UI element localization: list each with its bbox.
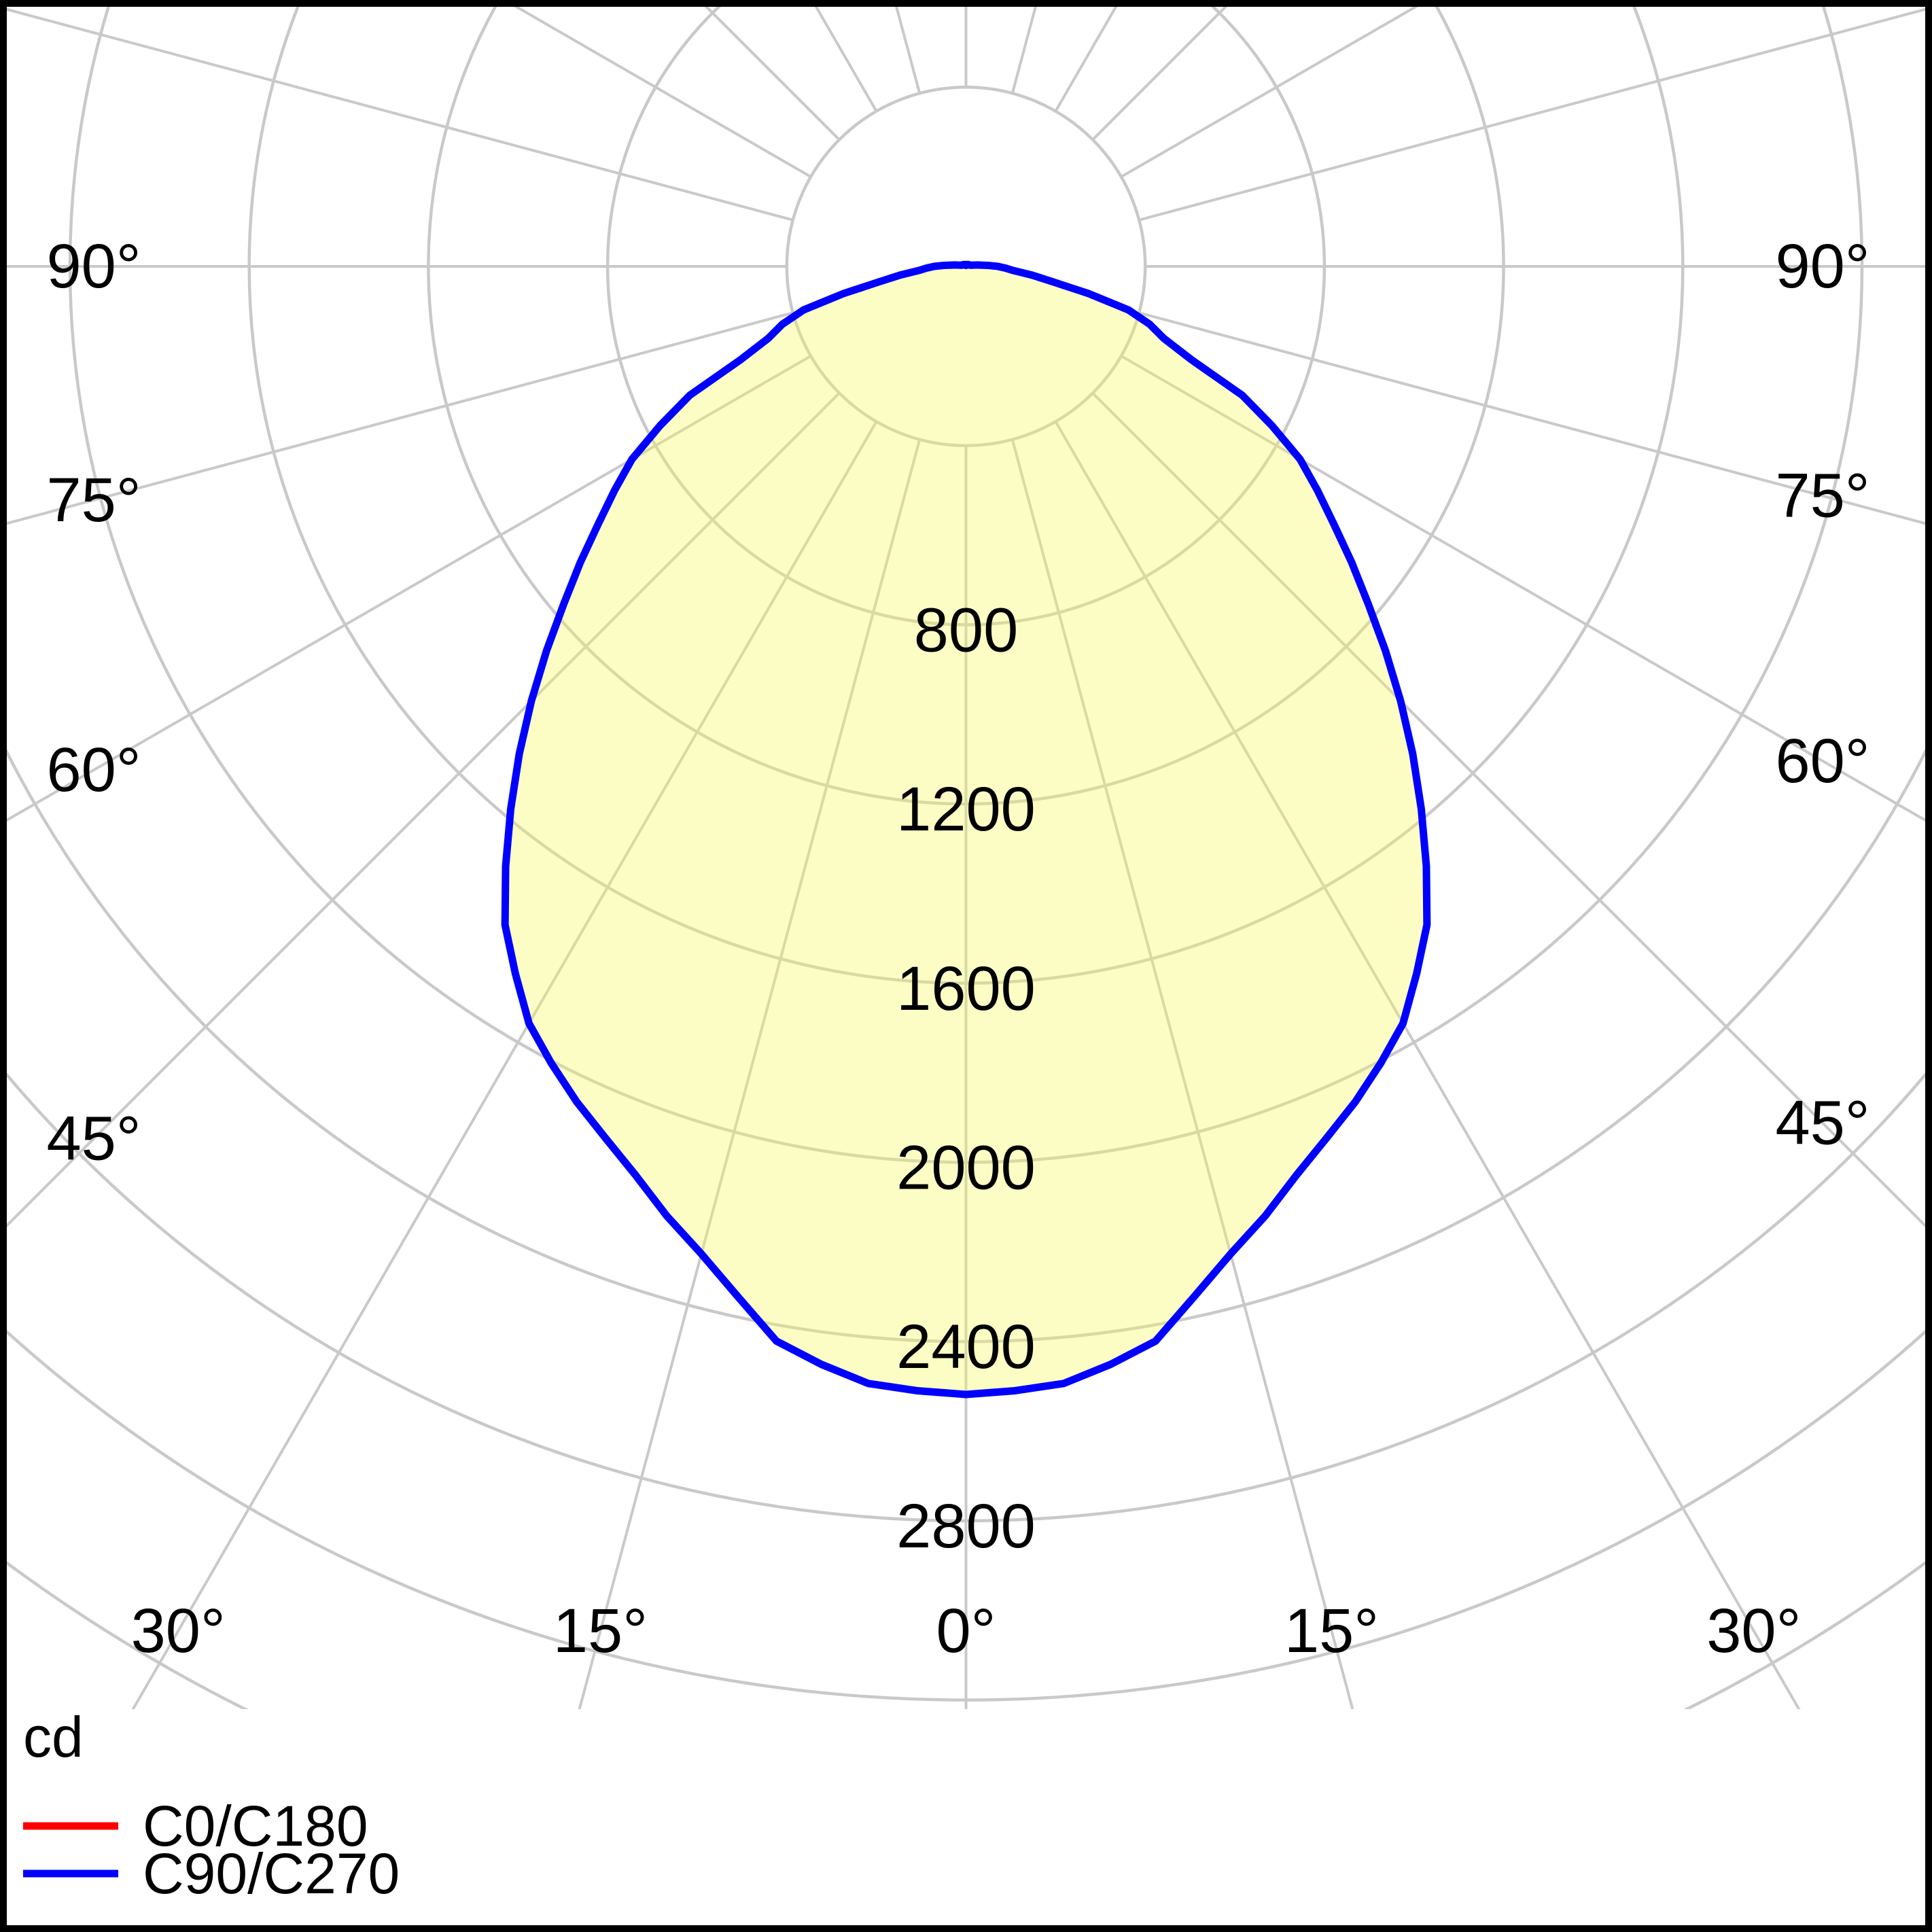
grid-ray-30 [1054,421,1801,1709]
grid-ray-285 [5,311,794,525]
ring-label-2400: 2400 [896,1312,1036,1382]
curve-c90-c270 [501,260,1431,1399]
grid-ray-315 [5,392,841,1229]
grid-ray-255 [5,7,794,222]
grid-ray-75 [1138,311,1927,525]
angle-label-30: 30° [131,1596,226,1666]
grid-ray-120 [1120,5,1421,178]
angle-label-30: 30° [1706,1596,1801,1666]
grid-ray-105 [1138,7,1927,222]
angle-label-0: 0° [936,1596,996,1666]
angle-label-60: 60° [46,735,141,805]
grid-ray-45 [1091,392,1927,1229]
angle-label-75: 75° [46,466,141,535]
grid-ray-165 [1011,5,1038,94]
angle-label-90: 90° [46,232,141,301]
ring-label-1600: 1600 [896,954,1036,1023]
ring-label-2800: 2800 [896,1492,1036,1561]
angle-label-15: 15° [1284,1596,1379,1666]
grid-ray-330 [131,421,878,1709]
intensity-fill [505,264,1427,1394]
ring-label-800: 800 [914,595,1019,665]
legend: cd C0/C180 C90/C270 [23,1705,400,1905]
grid-ray-15 [1011,439,1354,1709]
angle-label-75: 75° [1775,461,1869,531]
grid-ray-345 [578,439,921,1709]
grid-ray-240 [511,5,812,178]
angle-label-90: 90° [1775,232,1869,301]
angle-label-60: 60° [1775,726,1869,796]
angle-label-45: 45° [46,1104,141,1174]
ring-label-2000: 2000 [896,1134,1036,1203]
grid-ray-150 [1054,5,1119,112]
ring-label-1200: 1200 [896,775,1036,844]
legend-label-c0-c180: C0/C180 [143,1794,368,1858]
angle-label-15: 15° [553,1596,648,1666]
legend-unit-label: cd [23,1705,84,1769]
grid-ray-195 [894,5,921,94]
grid-ray-210 [813,5,878,112]
angle-label-45: 45° [1775,1089,1869,1158]
intensity-curves [501,260,1431,1399]
legend-label-c90-c270: C90/C270 [143,1842,400,1905]
axis-labels: 800 1200 1600 2000 2400 2800 0° 15° 15° 30° 30° 45°… [46,232,1869,1666]
grid-ray-60 [1120,355,1927,823]
grid-ray-300 [5,355,812,823]
